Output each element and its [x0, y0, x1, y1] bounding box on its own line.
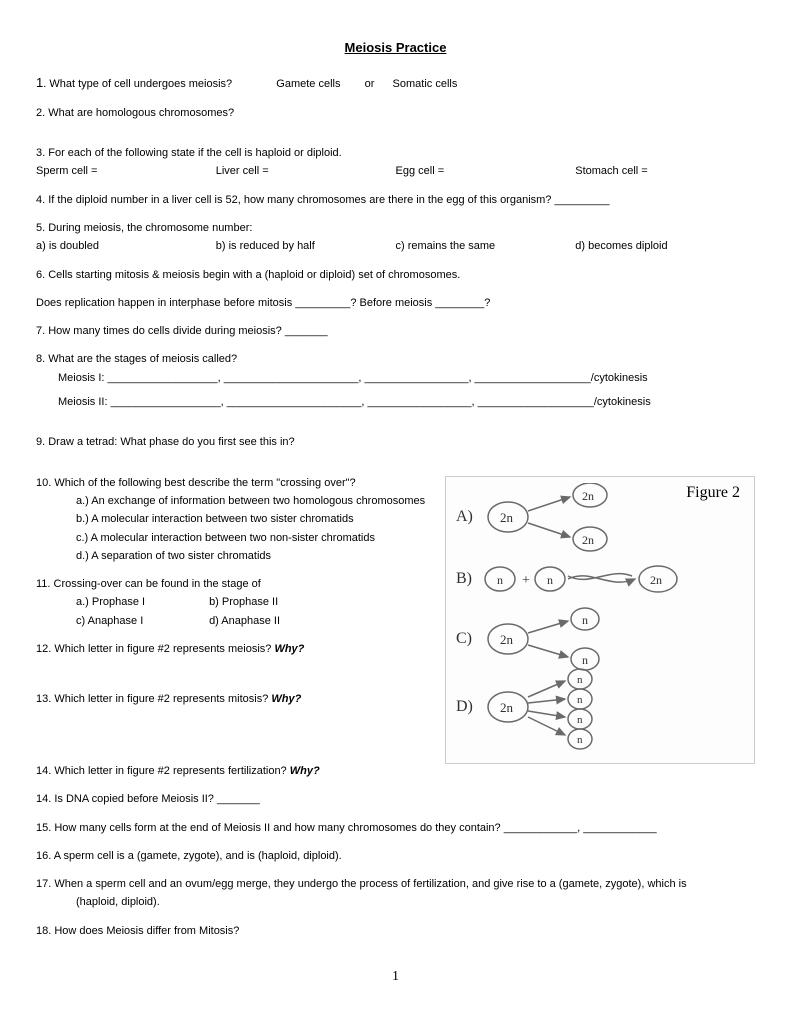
q13-why: Why?	[271, 693, 301, 705]
figD-out1: n	[577, 674, 583, 686]
question-3-stem: 3. For each of the following state if th…	[36, 146, 755, 160]
question-5-stem: 5. During meiosis, the chromosome number…	[36, 221, 755, 235]
question-4: 4. If the diploid number in a liver cell…	[36, 193, 755, 207]
q12-text: 12. Which letter in figure #2 represents…	[36, 643, 274, 655]
question-15: 15. How many cells form at the end of Me…	[36, 821, 755, 835]
figB-letter: B)	[456, 570, 472, 587]
question-13: 13. Which letter in figure #2 represents…	[36, 692, 427, 706]
figC-out2: n	[582, 653, 588, 667]
figC-out1: n	[582, 613, 588, 627]
figure-2-label: Figure 2	[686, 483, 740, 504]
question-18: 18. How does Meiosis differ from Mitosis…	[36, 924, 755, 938]
question-8-stem: 8. What are the stages of meiosis called…	[36, 352, 755, 366]
page-title: Meiosis Practice	[36, 40, 755, 57]
q5-a: a) is doubled	[36, 239, 216, 253]
two-column-section: 10. Which of the following best describe…	[36, 476, 755, 764]
figB-n2: n	[547, 573, 553, 587]
question-14b: 14. Is DNA copied before Meiosis II? ___…	[36, 792, 755, 806]
q14a-why: Why?	[290, 765, 320, 777]
question-7: 7. How many times do cells divide during…	[36, 324, 755, 338]
question-9: 9. Draw a tetrad: What phase do you firs…	[36, 435, 755, 449]
question-17-line2: (haploid, diploid).	[36, 895, 755, 909]
figC-letter: C)	[456, 630, 472, 647]
figB-out: 2n	[650, 573, 662, 587]
q11-row2: c) Anaphase I d) Anaphase II	[36, 614, 427, 628]
figure-2: Figure 2 A) 2n 2n 2n B) n + n	[445, 476, 755, 764]
q1-option-gamete: Gamete cells	[276, 78, 340, 90]
q11-d: d) Anaphase II	[209, 615, 280, 627]
question-5-choices: a) is doubled b) is reduced by half c) r…	[36, 239, 755, 253]
question-3-cells: Sperm cell = Liver cell = Egg cell = Sto…	[36, 164, 755, 178]
q10-a: a.) An exchange of information between t…	[36, 494, 427, 508]
q11-c: c) Anaphase I	[76, 614, 206, 628]
question-16: 16. A sperm cell is a (gamete, zygote), …	[36, 849, 755, 863]
q12-why: Why?	[274, 643, 304, 655]
figA-2n: 2n	[500, 510, 514, 525]
question-17-line1: 17. When a sperm cell and an ovum/egg me…	[36, 877, 755, 891]
q5-d: d) becomes diploid	[575, 239, 755, 253]
q1-option-somatic: Somatic cells	[393, 78, 458, 90]
q11-b: b) Prophase II	[209, 596, 278, 608]
q1-or: or	[365, 78, 375, 90]
question-14a: 14. Which letter in figure #2 represents…	[36, 764, 755, 778]
figD-letter: D)	[456, 698, 473, 715]
figD-out3: n	[577, 714, 583, 726]
question-10-stem: 10. Which of the following best describe…	[36, 476, 427, 490]
figD-2n: 2n	[500, 700, 514, 715]
q1-text: . What type of cell undergoes meiosis?	[43, 78, 232, 90]
page-number: 1	[36, 968, 755, 986]
q3-sperm: Sperm cell =	[36, 164, 216, 178]
question-11-stem: 11. Crossing-over can be found in the st…	[36, 577, 427, 591]
q3-egg: Egg cell =	[396, 164, 576, 178]
question-8-m1: Meiosis I: __________________, _________…	[36, 371, 755, 385]
figure-2-svg: A) 2n 2n 2n B) n + n 2n	[450, 483, 740, 753]
q13-text: 13. Which letter in figure #2 represents…	[36, 693, 271, 705]
q5-b: b) is reduced by half	[216, 239, 396, 253]
q10-d: d.) A separation of two sister chromatid…	[36, 549, 427, 563]
question-2: 2. What are homologous chromosomes?	[36, 106, 755, 120]
figC-2n: 2n	[500, 632, 514, 647]
figB-n1: n	[497, 573, 503, 587]
question-12: 12. Which letter in figure #2 represents…	[36, 642, 427, 656]
question-6-line1: 6. Cells starting mitosis & meiosis begi…	[36, 268, 755, 282]
q3-liver: Liver cell =	[216, 164, 396, 178]
q11-a: a.) Prophase I	[76, 595, 206, 609]
q14a-text: 14. Which letter in figure #2 represents…	[36, 765, 290, 777]
q3-stomach: Stomach cell =	[575, 164, 755, 178]
q10-c: c.) A molecular interaction between two …	[36, 531, 427, 545]
q10-b: b.) A molecular interaction between two …	[36, 512, 427, 526]
figA-letter: A)	[456, 508, 473, 525]
figD-out2: n	[577, 694, 583, 706]
figB-plus: +	[522, 573, 530, 588]
figA-out1: 2n	[582, 489, 594, 503]
figD-out4: n	[577, 734, 583, 746]
question-1: 1. What type of cell undergoes meiosis? …	[36, 75, 755, 92]
q11-row1: a.) Prophase I b) Prophase II	[36, 595, 427, 609]
q5-c: c) remains the same	[396, 239, 576, 253]
figA-out2: 2n	[582, 533, 594, 547]
question-6-line2: Does replication happen in interphase be…	[36, 296, 755, 310]
question-8-m2: Meiosis II: __________________, ________…	[36, 395, 755, 409]
